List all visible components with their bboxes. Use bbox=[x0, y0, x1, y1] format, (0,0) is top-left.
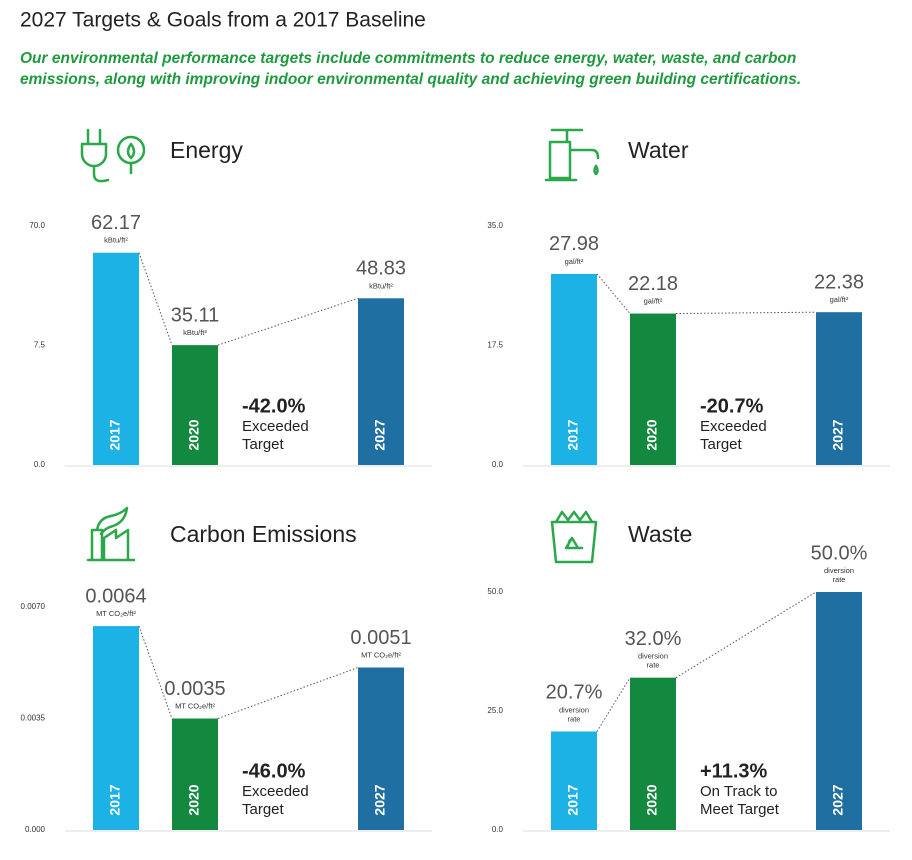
connector bbox=[596, 273, 631, 314]
unit-label: rate bbox=[647, 661, 660, 670]
value-label: 62.17 bbox=[91, 212, 141, 234]
unit-label: rate bbox=[833, 575, 846, 584]
note-label: On Track to bbox=[700, 783, 778, 800]
unit-label: diversion bbox=[824, 566, 854, 575]
subtitle: emissions, along with improving indoor e… bbox=[20, 71, 801, 88]
value-label: 50.0% bbox=[811, 542, 868, 564]
unit-label: gal/ft² bbox=[644, 297, 663, 306]
y-tick-label: 0.0 bbox=[492, 825, 504, 834]
note-label: Target bbox=[242, 801, 285, 818]
y-tick-label: 0.0035 bbox=[21, 714, 46, 723]
y-tick-label: 50.0 bbox=[487, 587, 503, 596]
bar bbox=[172, 345, 218, 465]
unit-label: MT CO₂e/ft² bbox=[175, 701, 215, 710]
unit-label: kBtu/ft² bbox=[104, 236, 128, 245]
connector bbox=[217, 667, 359, 719]
connector bbox=[138, 625, 173, 719]
value-label: 22.18 bbox=[628, 273, 678, 295]
value-label: 20.7% bbox=[546, 682, 603, 704]
change-label: -20.7% bbox=[700, 395, 764, 417]
bar bbox=[93, 252, 139, 465]
unit-label: gal/ft² bbox=[565, 257, 584, 266]
carbon-icon bbox=[86, 506, 136, 562]
energy-icon bbox=[80, 128, 146, 183]
y-tick-label: 0.0070 bbox=[21, 602, 46, 611]
bar-year-label: 2027 bbox=[372, 784, 388, 815]
bar-year-label: 2020 bbox=[186, 784, 202, 815]
unit-label: kBtu/ft² bbox=[183, 328, 207, 337]
connector bbox=[675, 591, 817, 679]
y-tick-label: 0.000 bbox=[25, 825, 46, 834]
bar-year-label: 2027 bbox=[372, 419, 388, 450]
unit-label: rate bbox=[568, 714, 581, 723]
bar-year-label: 2017 bbox=[565, 419, 581, 450]
unit-label: MT CO₂e/ft² bbox=[96, 609, 136, 618]
value-label: 27.98 bbox=[549, 233, 599, 255]
value-label: 0.0051 bbox=[350, 627, 411, 649]
value-label: 0.0064 bbox=[85, 585, 146, 607]
note-label: Meet Target bbox=[700, 801, 780, 818]
connector bbox=[675, 311, 817, 315]
subtitle: Our environmental performance targets in… bbox=[20, 50, 796, 67]
y-tick-label: 0.0 bbox=[492, 460, 504, 469]
bar-year-label: 2020 bbox=[644, 784, 660, 815]
bar-year-label: 2017 bbox=[107, 784, 123, 815]
bar bbox=[630, 677, 676, 830]
value-label: 32.0% bbox=[625, 628, 682, 650]
bar-year-label: 2027 bbox=[830, 419, 846, 450]
bar bbox=[630, 313, 676, 465]
value-label: 35.11 bbox=[171, 304, 220, 326]
bar-year-label: 2020 bbox=[644, 419, 660, 450]
water-icon bbox=[544, 128, 600, 182]
y-tick-label: 35.0 bbox=[487, 221, 503, 230]
value-label: 0.0035 bbox=[164, 678, 225, 700]
bar bbox=[172, 718, 218, 830]
connector bbox=[596, 677, 631, 732]
chart-title: Energy bbox=[170, 137, 243, 163]
bar-year-label: 2017 bbox=[565, 784, 581, 815]
unit-label: diversion bbox=[559, 705, 589, 714]
unit-label: MT CO₂e/ft² bbox=[361, 651, 401, 660]
note-label: Target bbox=[242, 436, 285, 453]
chart-title: Water bbox=[628, 137, 689, 163]
change-label: -42.0% bbox=[242, 395, 306, 417]
bar bbox=[816, 592, 862, 830]
page-title: 2027 Targets & Goals from a 2017 Baselin… bbox=[20, 9, 426, 32]
value-label: 22.38 bbox=[814, 271, 864, 293]
bar-year-label: 2027 bbox=[830, 784, 846, 815]
bar bbox=[551, 731, 597, 830]
note-label: Target bbox=[700, 436, 743, 453]
bar bbox=[358, 298, 404, 465]
y-tick-label: 7.5 bbox=[34, 341, 46, 350]
bar bbox=[816, 312, 862, 465]
connector bbox=[138, 252, 173, 346]
unit-label: gal/ft² bbox=[830, 295, 849, 304]
bar-year-label: 2017 bbox=[107, 419, 123, 450]
y-tick-label: 70.0 bbox=[29, 221, 45, 230]
waste-icon bbox=[550, 510, 598, 564]
bar-year-label: 2020 bbox=[186, 419, 202, 450]
y-tick-label: 0.0 bbox=[34, 460, 46, 469]
change-label: -46.0% bbox=[242, 760, 306, 782]
unit-label: kBtu/ft² bbox=[369, 281, 393, 290]
y-tick-label: 25.0 bbox=[487, 706, 503, 715]
unit-label: diversion bbox=[638, 652, 668, 661]
bar bbox=[551, 273, 597, 465]
note-label: Exceeded bbox=[242, 783, 309, 800]
bar bbox=[358, 667, 404, 830]
note-label: Exceeded bbox=[700, 418, 767, 435]
change-label: +11.3% bbox=[700, 760, 768, 782]
chart-title: Carbon Emissions bbox=[170, 521, 357, 547]
connector bbox=[217, 297, 359, 346]
chart-title: Waste bbox=[628, 521, 692, 547]
bar bbox=[93, 626, 139, 830]
note-label: Exceeded bbox=[242, 418, 309, 435]
y-tick-label: 17.5 bbox=[487, 341, 503, 350]
value-label: 48.83 bbox=[356, 258, 406, 280]
